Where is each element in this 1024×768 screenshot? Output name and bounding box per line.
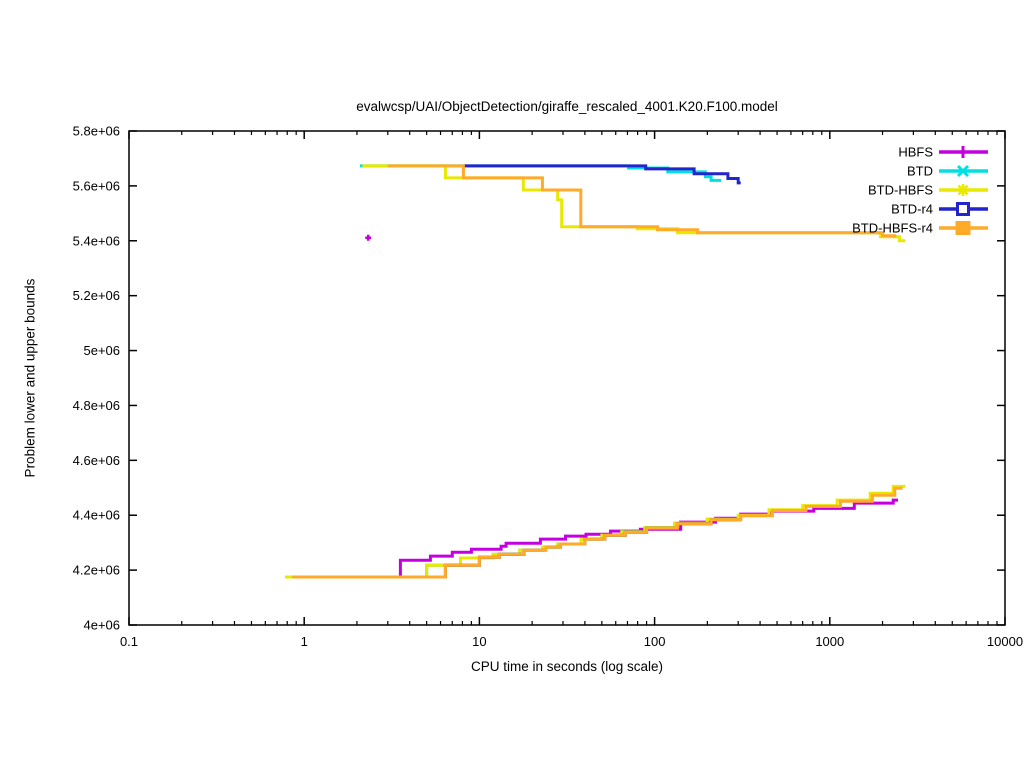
- x-tick-label: 10000: [987, 634, 1023, 649]
- series-btd-r4-upper-bound: [463, 164, 741, 185]
- legend-label-btd-hbfs-r4: BTD-HBFS-r4: [852, 221, 933, 236]
- legend-label-btd-hbfs: BTD-HBFS: [868, 183, 933, 198]
- x-tick-label: 1: [301, 634, 308, 649]
- y-tick-label: 5.6e+06: [73, 178, 120, 193]
- legend-label-btd-r4: BTD-r4: [891, 202, 933, 217]
- legend-label-btd: BTD: [907, 164, 933, 179]
- y-tick-label: 5.8e+06: [73, 124, 120, 139]
- series-btd-hbfs-r4-upper-bound: [387, 164, 897, 238]
- y-tick-label: 5.4e+06: [73, 233, 120, 248]
- y-tick-label: 4e+06: [83, 618, 120, 633]
- legend-marker-btd-hbfs-icon: [957, 184, 969, 196]
- series-btd-hbfs-upper-bound: [362, 164, 906, 243]
- x-tick-label: 10: [472, 634, 486, 649]
- y-tick-label: 4.2e+06: [73, 563, 120, 578]
- x-axis-label: CPU time in seconds (log scale): [470, 659, 664, 674]
- y-tick-label: 4.4e+06: [73, 508, 120, 523]
- legend-marker-btd-icon: [956, 164, 970, 178]
- x-tick-label: 1000: [815, 634, 844, 649]
- legend-label-hbfs: HBFS: [898, 145, 933, 160]
- x-tick-label: 0.1: [120, 634, 138, 649]
- y-tick-label: 4.8e+06: [73, 398, 120, 413]
- series-hbfs-upper-bound-point: [365, 234, 372, 241]
- legend-marker-hbfs-icon: [957, 146, 969, 158]
- y-tick-label: 4.6e+06: [73, 453, 120, 468]
- y-tick-label: 5e+06: [83, 343, 120, 358]
- x-tick-label: 100: [644, 634, 666, 649]
- series-btd-hbfs-lower-bound: [285, 484, 906, 579]
- chart-title: evalwcsp/UAI/ObjectDetection/giraffe_res…: [356, 99, 778, 114]
- plot-border: [128, 130, 1006, 626]
- legend-marker-btd-r4-icon: [956, 202, 970, 216]
- series-btd-hbfs-r4-lower-bound: [292, 486, 903, 579]
- y-tick-label: 5.2e+06: [73, 288, 120, 303]
- legend-marker-btd-hbfs-r4-icon: [955, 221, 971, 235]
